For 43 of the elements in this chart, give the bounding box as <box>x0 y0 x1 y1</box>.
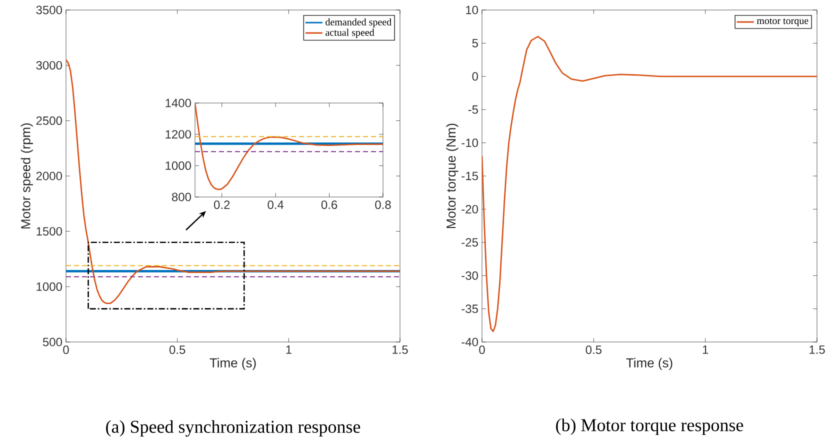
y-axis-title: Motor torque (Nm) <box>446 124 458 228</box>
y-tick-label: 2000 <box>36 172 62 180</box>
x-tick-label: 0.2 <box>214 200 230 210</box>
x-tick-label: 1 <box>702 346 708 354</box>
y-tick-label: -40 <box>462 338 478 346</box>
x-tick-label: 0 <box>63 346 69 354</box>
x-tick-label: 1.5 <box>810 346 825 354</box>
y-tick-label: -25 <box>462 238 478 247</box>
legend-label: motor torque <box>756 18 808 26</box>
y-tick-label: 5 <box>472 39 478 48</box>
y-tick-label: -5 <box>468 105 478 114</box>
text: (a) Speed synchronization response <box>106 420 360 437</box>
y-tick-label: 1200 <box>166 130 192 139</box>
x-tick-label: 0.5 <box>586 346 602 354</box>
x-tick-label: 0.4 <box>268 200 284 210</box>
legend-label: actual speed <box>326 28 374 38</box>
text: (b) Motor torque response <box>556 418 744 435</box>
y-tick-label: 1500 <box>36 227 62 236</box>
y-tick-label: -20 <box>462 204 478 214</box>
x-tick-label: 1 <box>286 346 292 354</box>
y-tick-label: 0 <box>472 72 478 81</box>
x-tick-label: 0.8 <box>375 200 391 210</box>
y-axis-title: Motor speed (rpm) <box>20 123 33 228</box>
y-tick-label: 1000 <box>166 161 192 170</box>
y-tick-label: 800 <box>172 192 192 202</box>
y-tick-label: 3000 <box>36 61 62 70</box>
y-tick-label: 10 <box>466 6 478 14</box>
x-tick-label: 0 <box>479 346 485 354</box>
x-tick-label: 1.5 <box>392 346 408 354</box>
y-tick-label: -10 <box>462 138 478 148</box>
y-tick-label: 3500 <box>36 6 62 14</box>
x-tick-label: 0.5 <box>169 346 186 354</box>
y-tick-label: 1400 <box>166 98 192 108</box>
y-tick-label: -15 <box>462 172 478 180</box>
x-tick-label: 0.6 <box>321 200 338 210</box>
y-tick-label: 500 <box>42 338 62 346</box>
y-tick-label: -35 <box>462 304 478 314</box>
x-axis-title: Time (s) <box>210 358 256 370</box>
y-tick-label: 2500 <box>36 116 62 125</box>
legend-label: demanded speed <box>326 18 392 28</box>
x-axis-title: Time (s) <box>626 358 672 370</box>
y-tick-label: -30 <box>462 271 478 280</box>
y-tick-label: 1000 <box>36 282 62 291</box>
